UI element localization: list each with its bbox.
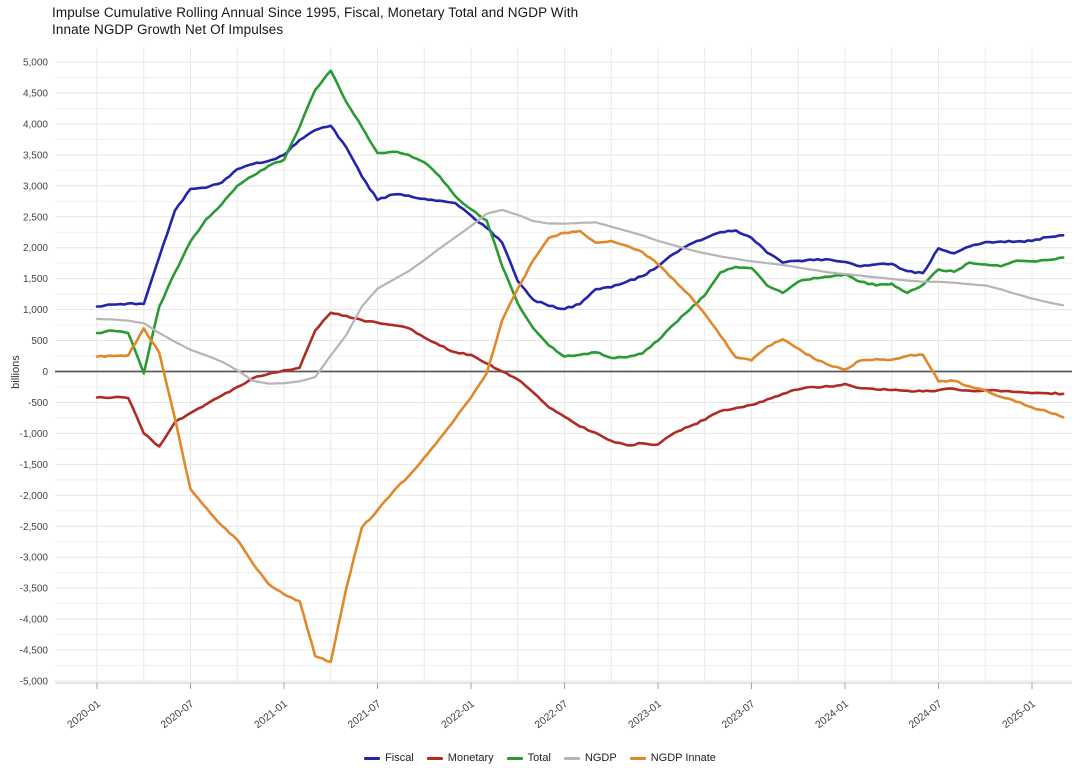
svg-text:1,500: 1,500 (23, 274, 48, 285)
chart-title-line-2: Innate NGDP Growth Net Of Impulses (52, 21, 284, 37)
svg-text:-3,000: -3,000 (20, 553, 49, 564)
svg-text:3,000: 3,000 (23, 181, 48, 192)
x-tick-labels: 2020-01 2020-07 2021-01 2021-07 2022-01 2022-… (65, 698, 1038, 731)
legend-label-ngdp-innate: NGDP Innate (650, 752, 716, 764)
svg-text:2,500: 2,500 (23, 212, 48, 223)
svg-text:4,500: 4,500 (23, 88, 48, 99)
svg-text:1,000: 1,000 (23, 305, 48, 316)
x-axis (55, 682, 1072, 689)
legend-swatch-total (506, 756, 523, 760)
legend-label-fiscal: Fiscal (385, 752, 414, 764)
svg-text:-1,500: -1,500 (20, 460, 49, 471)
v-gridlines (96, 47, 1033, 683)
svg-text:2,000: 2,000 (23, 243, 48, 254)
svg-text:0: 0 (42, 367, 48, 378)
series-line-ngdp (95, 208, 1065, 385)
svg-text:3,500: 3,500 (23, 150, 48, 161)
svg-text:2022-07: 2022-07 (533, 698, 571, 731)
svg-text:5,000: 5,000 (23, 58, 48, 69)
svg-text:-5,000: -5,000 (20, 677, 49, 688)
svg-text:2024-01: 2024-01 (813, 698, 851, 731)
legend-label-total: Total (527, 752, 551, 764)
chart-legend: Fiscal Monetary Total NGDP NGDP Innate (0, 752, 1080, 764)
svg-text:2023-07: 2023-07 (720, 698, 758, 731)
svg-text:2023-01: 2023-01 (626, 698, 664, 731)
legend-item-monetary[interactable]: Monetary (426, 752, 494, 764)
svg-text:2021-07: 2021-07 (346, 698, 384, 731)
y-tick-labels: -5,000 -4,500 -4,000 -3,500 -3,000 -2,500 -2,0… (20, 58, 49, 688)
series-ngdp (95, 208, 1065, 385)
svg-text:2025-01: 2025-01 (1000, 698, 1038, 731)
svg-text:2021-01: 2021-01 (252, 698, 290, 731)
legend-swatch-monetary (426, 756, 443, 760)
legend-swatch-ngdp-innate (629, 756, 646, 760)
svg-text:-1,000: -1,000 (20, 429, 49, 440)
legend-item-total[interactable]: Total (506, 752, 551, 764)
legend-item-ngdp[interactable]: NGDP (563, 752, 617, 764)
series-fiscal (95, 124, 1065, 311)
svg-text:2022-01: 2022-01 (439, 698, 477, 731)
svg-text:-2,500: -2,500 (20, 522, 49, 533)
series-ngdp-innate (95, 229, 1065, 664)
series-line-fiscal (95, 124, 1065, 311)
svg-text:-2,000: -2,000 (20, 491, 49, 502)
svg-text:2020-01: 2020-01 (65, 698, 103, 731)
svg-text:-3,500: -3,500 (20, 584, 49, 595)
svg-text:-4,000: -4,000 (20, 615, 49, 626)
svg-text:-4,500: -4,500 (20, 646, 49, 657)
legend-item-ngdp-innate[interactable]: NGDP Innate (629, 752, 716, 764)
svg-text:500: 500 (31, 336, 48, 347)
series-line-ngdp-innate (95, 229, 1065, 664)
svg-text:2020-07: 2020-07 (159, 698, 197, 731)
legend-swatch-ngdp (563, 756, 580, 760)
chart-title-line-1: Impulse Cumulative Rolling Annual Since … (52, 5, 579, 20)
series-total (95, 69, 1065, 375)
svg-text:2024-07: 2024-07 (907, 698, 945, 731)
legend-label-monetary: Monetary (447, 752, 494, 764)
legend-swatch-fiscal (364, 756, 381, 760)
legend-item-fiscal[interactable]: Fiscal (364, 752, 414, 764)
svg-text:4,000: 4,000 (23, 119, 48, 130)
legend-label-ngdp: NGDP (584, 752, 617, 764)
series-line-total (95, 69, 1065, 375)
chart-title: Impulse Cumulative Rolling Annual Since … (52, 5, 578, 39)
svg-text:-500: -500 (28, 398, 48, 409)
series-line-monetary (95, 311, 1065, 448)
series-monetary (95, 311, 1065, 448)
